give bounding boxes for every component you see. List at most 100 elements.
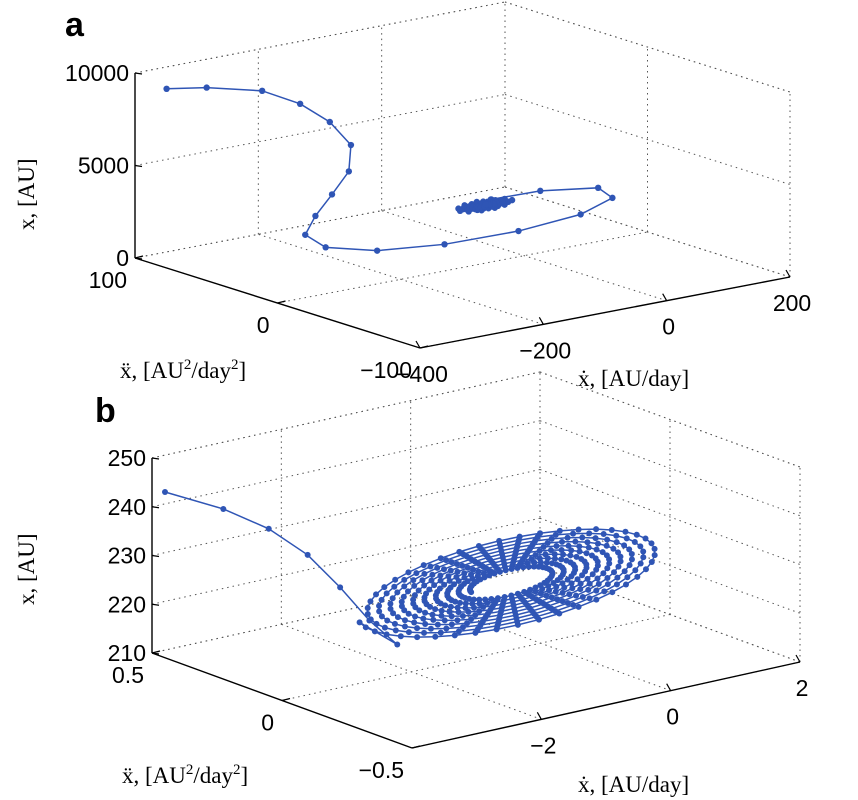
trajectory-point: [613, 539, 620, 546]
grid-line: [277, 231, 648, 304]
grid-line: [539, 420, 801, 517]
trajectory-point: [454, 617, 461, 624]
trajectory-point: [642, 535, 649, 542]
trajectory-point: [437, 555, 444, 562]
trajectory-point: [446, 577, 453, 584]
trajectory-point: [389, 595, 396, 602]
trajectory-point: [615, 549, 622, 556]
trajectory-point: [304, 551, 311, 558]
trajectory-point: [642, 566, 649, 573]
trajectory-point: [626, 562, 633, 569]
panel-b-x-axis-label: ẋ, [AU/day]: [578, 772, 689, 797]
trajectory-point: [610, 545, 617, 552]
trajectory-point: [405, 569, 412, 576]
trajectory-point: [486, 572, 493, 579]
x-axis-line: [411, 661, 801, 749]
x-tick-mark: [536, 712, 542, 720]
trajectory-point: [532, 584, 539, 591]
trajectory-point: [553, 543, 560, 550]
trajectory-point: [552, 531, 559, 538]
y-tick-label: 0: [261, 710, 274, 736]
trajectory-point: [442, 602, 449, 609]
trajectory-point: [431, 582, 438, 589]
trajectory-point: [461, 570, 468, 577]
trajectory-point: [608, 526, 615, 533]
trajectory-point: [594, 540, 601, 547]
trajectory-point: [437, 572, 444, 579]
trajectory-point: [579, 593, 586, 600]
x-tick-label: 0: [666, 704, 679, 730]
trajectory-point: [572, 538, 579, 545]
trajectory-point: [543, 592, 550, 599]
trajectory-point: [428, 577, 435, 584]
trajectory-point: [387, 605, 394, 612]
trajectory-point: [527, 586, 534, 593]
trajectory-point: [468, 616, 475, 623]
y-tick-mark: [411, 745, 421, 749]
trajectory-point: [594, 575, 601, 582]
trajectory-point: [394, 641, 401, 648]
trajectory-point: [427, 563, 434, 570]
grid-line: [504, 1, 791, 93]
trajectory-point: [397, 633, 404, 640]
trajectory-point: [454, 604, 461, 611]
z-tick-mark: [134, 72, 143, 75]
grid-line: [151, 517, 541, 605]
trajectory-point: [345, 168, 353, 175]
trajectory-point: [482, 201, 489, 208]
grid-line: [258, 233, 544, 325]
x-tick-label: 2: [796, 675, 809, 701]
trajectory-point: [405, 610, 412, 617]
trajectory-point: [549, 560, 556, 567]
panel-b-y-axis-label: ẍ, [AU2/day2]: [122, 762, 248, 788]
trajectory-point: [455, 628, 462, 635]
trajectory-point: [441, 581, 448, 588]
trajectory-point: [648, 540, 655, 547]
trajectory-point: [367, 616, 374, 623]
trajectory-point: [496, 568, 503, 575]
trajectory-point: [621, 568, 628, 575]
trajectory-point: [593, 596, 600, 603]
trajectory-point: [378, 596, 385, 603]
trajectory-point: [421, 570, 428, 577]
trajectory-point: [414, 625, 421, 632]
trajectory-point: [443, 557, 450, 564]
trajectory-point: [447, 567, 454, 574]
trajectory-point: [632, 567, 639, 574]
trajectory-point: [347, 141, 355, 149]
trajectory-line: [166, 86, 614, 252]
trajectory-point: [401, 607, 408, 614]
x-tick-mark: [666, 683, 672, 691]
trajectory-point: [394, 614, 401, 621]
trajectory-point: [565, 542, 572, 549]
trajectory-point: [427, 603, 434, 610]
trajectory-point: [560, 551, 567, 558]
grid-line: [539, 566, 801, 663]
trajectory-point: [455, 578, 462, 585]
trajectory-point: [162, 489, 168, 495]
x-tick-mark: [415, 340, 421, 349]
grid-line: [134, 1, 506, 74]
trajectory-point: [163, 85, 170, 93]
trajectory-point: [451, 632, 458, 639]
trajectory-point: [322, 244, 329, 251]
trajectory-point: [464, 620, 471, 627]
trajectory-point: [381, 624, 388, 631]
panel-a-x-axis-label: ẋ, [AU/day]: [578, 366, 689, 391]
trajectory-point: [452, 598, 459, 605]
trajectory-point: [651, 552, 658, 559]
trajectory-point: [588, 552, 595, 559]
y-tick-mark: [151, 650, 161, 654]
trajectory-point: [378, 613, 385, 620]
trajectory-point: [364, 610, 371, 617]
trajectory-point: [422, 620, 429, 627]
trajectory-point: [441, 617, 448, 624]
trajectory-point: [434, 621, 441, 628]
grid-line: [381, 210, 667, 302]
trajectory-point: [599, 549, 606, 556]
trajectory-point: [411, 619, 418, 626]
trajectory-point: [434, 564, 441, 571]
trajectory-point: [459, 562, 466, 569]
trajectory-point: [453, 560, 460, 567]
